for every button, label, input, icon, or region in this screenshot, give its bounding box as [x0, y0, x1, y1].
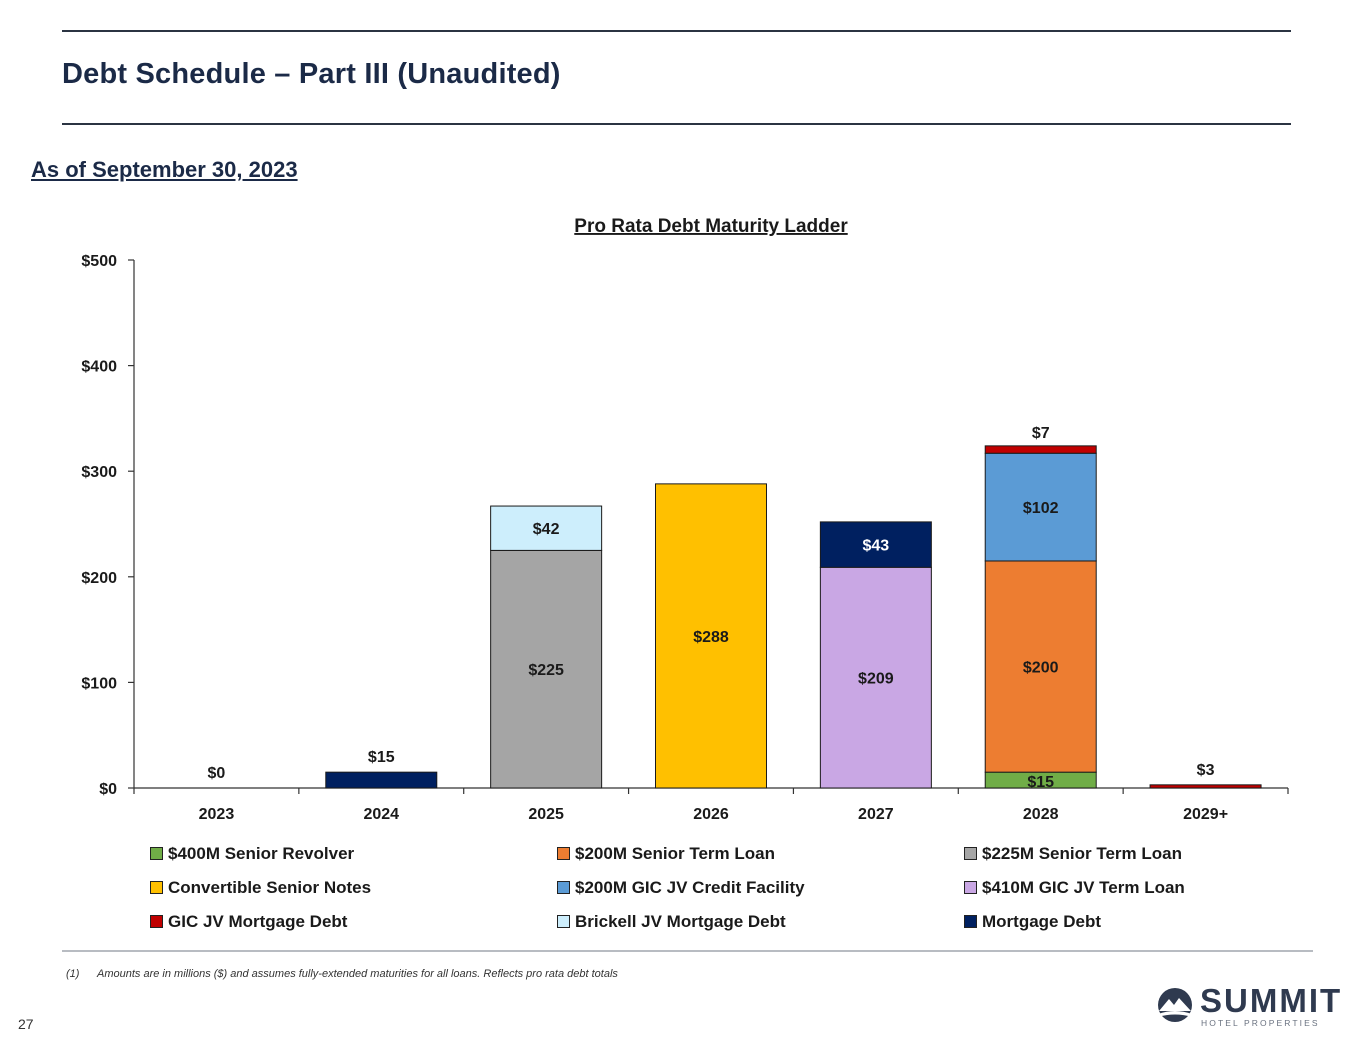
bar-segment	[1149, 784, 1262, 789]
legend-swatch	[964, 915, 977, 928]
x-tick-label: 2025	[528, 806, 564, 823]
legend-item: $400M Senior Revolver	[150, 843, 557, 864]
legend-label: $400M Senior Revolver	[168, 843, 355, 863]
logo-tagline: HOTEL PROPERTIES	[1201, 1018, 1320, 1028]
mountain-logo-icon	[1158, 988, 1192, 1022]
data-label: $3	[1197, 762, 1215, 779]
footnote-text: Amounts are in millions ($) and assumes …	[97, 968, 618, 980]
bar-segment	[984, 452, 1097, 562]
x-tick-label: 2023	[199, 806, 235, 823]
footer-rule	[62, 950, 1313, 952]
page-title: Debt Schedule – Part III (Unaudited)	[62, 58, 561, 90]
legend-item: $225M Senior Term Loan	[964, 843, 1330, 864]
legend-item: $200M Senior Term Loan	[557, 843, 964, 864]
chart-title: Pro Rata Debt Maturity Ladder	[574, 216, 848, 237]
y-tick-label: $300	[81, 464, 117, 481]
data-label: $0	[208, 765, 226, 782]
legend-swatch	[150, 915, 163, 928]
legend-item: $200M GIC JV Credit Facility	[557, 877, 964, 898]
legend-label: Brickell JV Mortgage Debt	[575, 911, 786, 931]
data-label: $15	[1027, 774, 1054, 791]
data-label: $102	[1023, 500, 1059, 517]
x-tick-label: 2027	[858, 806, 894, 823]
legend-swatch	[964, 847, 977, 860]
legend-swatch	[557, 847, 570, 860]
data-label: $42	[533, 521, 560, 538]
legend-swatch	[150, 847, 163, 860]
x-tick-label: 2029+	[1183, 806, 1228, 823]
footnote: (1) Amounts are in millions ($) and assum…	[66, 968, 618, 980]
header-bottom-rule	[62, 123, 1291, 125]
data-label: $225	[528, 662, 564, 679]
legend-label: GIC JV Mortgage Debt	[168, 911, 348, 931]
legend-label: Convertible Senior Notes	[168, 877, 372, 897]
data-label: $209	[858, 671, 894, 688]
legend-item: Mortgage Debt	[964, 911, 1330, 932]
bar-segment	[819, 566, 932, 789]
legend-item: GIC JV Mortgage Debt	[150, 911, 557, 932]
y-tick-label: $0	[99, 781, 117, 798]
legend-swatch	[557, 881, 570, 894]
debt-maturity-chart: Pro Rata Debt Maturity Ladder $0 $100 $200 $…	[81, 216, 1289, 823]
chart-legend: $400M Senior Revolver $200M Senior Term L…	[150, 843, 1330, 932]
legend-label: $410M GIC JV Term Loan	[982, 877, 1185, 897]
page-number: 27	[18, 1016, 34, 1032]
legend-label: $200M Senior Term Loan	[575, 843, 775, 863]
x-tick-label: 2026	[693, 806, 729, 823]
y-tick-label: $200	[81, 570, 117, 587]
data-label: $43	[863, 538, 890, 555]
as-of-date: As of September 30, 2023	[31, 157, 298, 182]
footnote-number: (1)	[66, 968, 80, 980]
legend-item: Convertible Senior Notes	[150, 877, 557, 898]
legend-label: Mortgage Debt	[982, 911, 1101, 931]
bar-segment	[819, 521, 932, 568]
legend-swatch	[964, 881, 977, 894]
y-tick-label: $100	[81, 675, 117, 692]
data-label: $15	[368, 749, 395, 766]
bar-segment	[655, 483, 767, 789]
summit-logo: SUMMIT HOTEL PROPERTIES	[1155, 982, 1340, 1030]
data-label: $288	[693, 629, 729, 646]
bar-segment	[984, 445, 1097, 454]
y-tick-label: $400	[81, 359, 117, 376]
y-tick-label: $500	[81, 253, 117, 270]
legend-swatch	[557, 915, 570, 928]
bar-segment	[490, 505, 603, 551]
x-tick-label: 2024	[363, 806, 399, 823]
legend-label: $200M GIC JV Credit Facility	[575, 877, 805, 897]
legend-swatch	[150, 881, 163, 894]
legend-item: Brickell JV Mortgage Debt	[557, 911, 964, 932]
bar-segment	[490, 549, 603, 789]
legend-item: $410M GIC JV Term Loan	[964, 877, 1330, 898]
header-top-rule	[62, 30, 1291, 32]
legend-label: $225M Senior Term Loan	[982, 843, 1182, 863]
bar-segment	[325, 771, 438, 789]
data-label: $7	[1032, 425, 1050, 442]
x-tick-label: 2028	[1023, 806, 1059, 823]
data-label: $200	[1023, 660, 1059, 677]
logo-wordmark: SUMMIT	[1200, 982, 1343, 1019]
